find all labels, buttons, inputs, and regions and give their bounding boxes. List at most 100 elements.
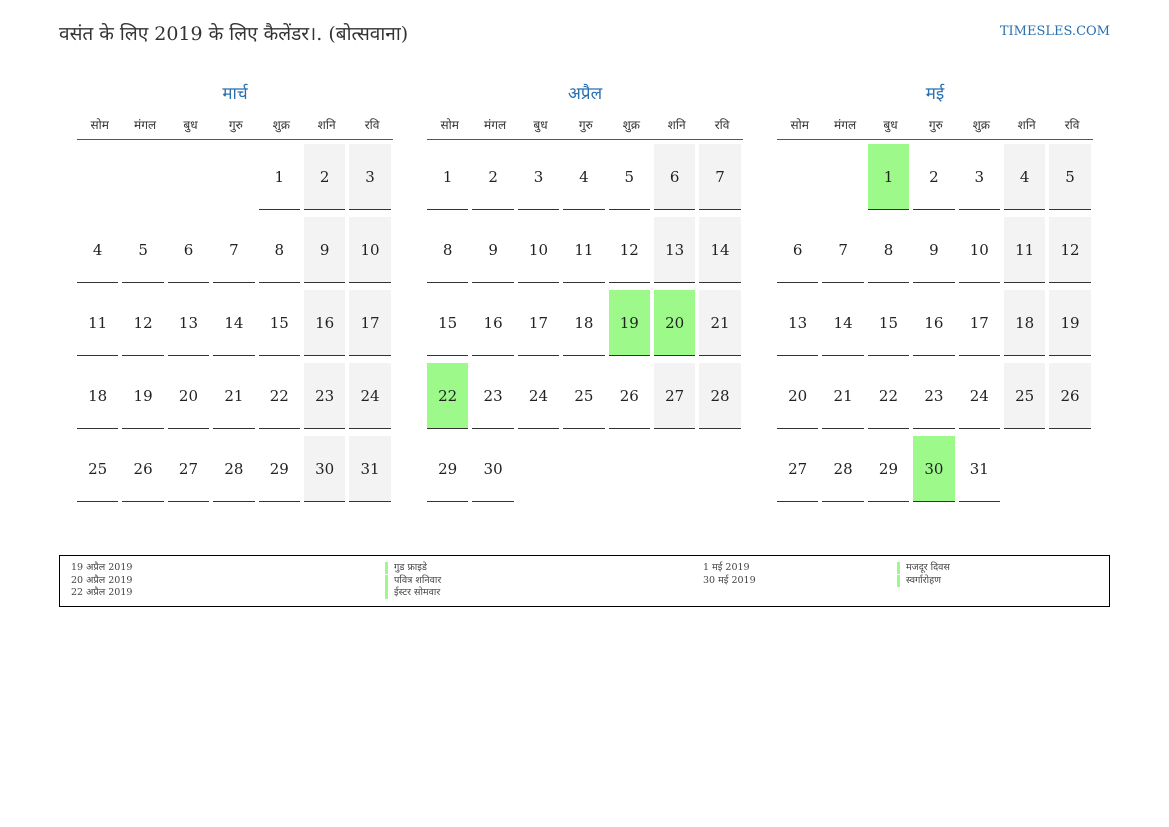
day-number: 7 [822,217,864,283]
weekday-label: शनि [317,118,336,132]
weekday-label: बुध [183,118,198,132]
day-number: 10 [958,217,1000,283]
day-number: 21 [213,363,255,429]
day-number: 28 [699,363,741,429]
day-number: 20 [777,363,819,429]
day-number: 19 [1049,290,1091,356]
holiday-day-cell: 19 [608,290,654,363]
day-number: 25 [563,363,605,429]
empty-day-cell [777,144,822,217]
day-cell: 6 [167,217,213,290]
day-cell: 11 [1003,217,1049,290]
day-number: 15 [427,290,469,356]
day-number: 20 [167,363,210,429]
site-link[interactable]: TIMESLES.COM [999,24,1110,39]
day-number: 25 [77,436,119,502]
day-cell: 10 [517,217,563,290]
day-cell: 4 [1003,144,1049,217]
day-number: 13 [777,290,819,356]
day-number: 26 [608,363,650,429]
empty-day-cell [213,144,258,217]
day-cell: 26 [1049,363,1094,436]
legend-holiday-name: पवित्र शनिवार [385,575,441,587]
day-number: 4 [1003,144,1046,210]
day-number: 29 [258,436,300,502]
day-grid: 1 2 3 4 5 6 7 8 9 10 11 12 13 14 15 16 17 18 19 20 21 22 23 24 2… [77,144,393,509]
day-number: 6 [167,217,210,283]
day-number: 4 [77,217,119,283]
day-number: 30 [472,436,514,502]
day-number: 18 [1003,290,1046,356]
day-number: 22 [867,363,910,429]
day-number: 31 [958,436,1000,502]
day-cell: 25 [1003,363,1049,436]
day-number: 19 [608,290,650,356]
day-cell: 26 [122,436,167,509]
day-number: 29 [427,436,469,502]
day-cell: 9 [303,217,349,290]
day-number: 28 [213,436,255,502]
day-cell: 11 [563,217,608,290]
day-number: 24 [958,363,1000,429]
day-cell: 13 [167,290,213,363]
day-number: 14 [213,290,255,356]
weekday-label: रवि [1064,118,1080,132]
day-cell: 3 [958,144,1004,217]
day-cell: 30 [303,436,349,509]
day-number: 3 [517,144,560,210]
weekday-label: रवि [364,118,380,132]
day-number: 1 [867,144,910,210]
day-number: 30 [913,436,955,502]
day-number: 8 [258,217,300,283]
day-cell: 16 [913,290,958,363]
day-number: 27 [653,363,696,429]
month-name: अप्रैल [567,84,603,104]
weekday-label: गुरु [928,118,943,132]
day-cell: 26 [608,363,654,436]
day-cell: 21 [822,363,867,436]
day-number: 11 [563,217,605,283]
day-number: 27 [167,436,210,502]
day-cell: 19 [1049,290,1094,363]
day-number: 20 [653,290,696,356]
day-cell: 8 [867,217,913,290]
empty-day-cell [822,144,867,217]
day-number: 21 [822,363,864,429]
day-number: 3 [958,144,1000,210]
day-number: 30 [303,436,346,502]
day-cell: 30 [472,436,517,509]
empty-day-cell [122,144,167,217]
weekday-label: बुध [533,118,548,132]
day-number: 24 [349,363,391,429]
day-cell: 4 [563,144,608,217]
day-cell: 22 [867,363,913,436]
day-cell: 17 [958,290,1004,363]
day-number: 13 [653,217,696,283]
day-number: 23 [472,363,514,429]
day-number: 3 [349,144,391,210]
day-number: 28 [822,436,864,502]
day-number: 29 [867,436,910,502]
day-grid: 1 2 3 4 5 6 7 8 9 10 11 12 13 14 15 16 17 18 19 20 21 22 23 24 2… [777,144,1093,509]
day-cell: 7 [822,217,867,290]
day-cell: 17 [349,290,394,363]
day-number: 17 [349,290,391,356]
day-number: 10 [349,217,391,283]
day-cell: 21 [213,363,258,436]
day-cell: 28 [213,436,258,509]
day-number: 22 [258,363,300,429]
day-cell: 9 [913,217,958,290]
day-number: 15 [867,290,910,356]
day-number: 12 [1049,217,1091,283]
weekday-label: शनि [1017,118,1036,132]
day-cell: 7 [213,217,258,290]
month-name: मार्च [222,84,248,104]
day-number: 7 [699,144,741,210]
day-number: 12 [608,217,650,283]
day-number: 1 [427,144,469,210]
weekday-label: मंगल [484,118,507,132]
day-cell: 4 [77,217,122,290]
day-number: 23 [913,363,955,429]
day-number: 5 [122,217,164,283]
